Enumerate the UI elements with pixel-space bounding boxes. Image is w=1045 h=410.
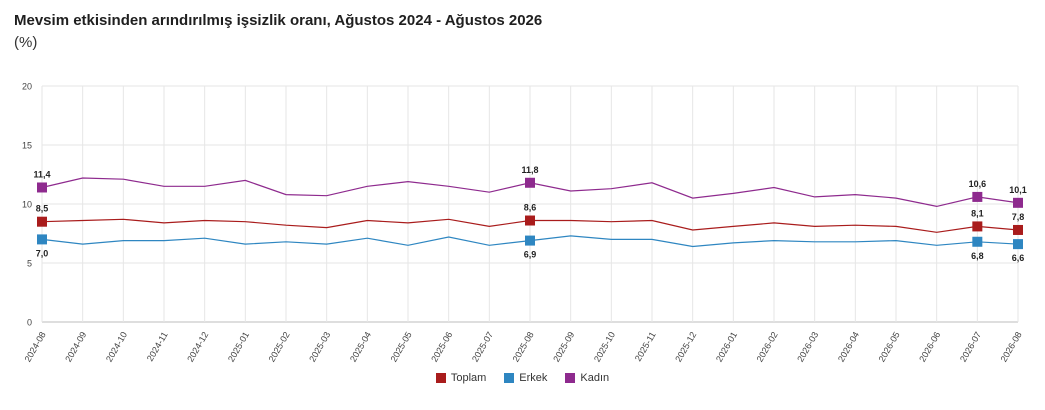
x-tick-label: 2025-04 <box>348 330 373 364</box>
legend-swatch-kadin <box>565 373 576 383</box>
data-label: 11,4 <box>33 169 50 179</box>
x-tick-label: 2026-02 <box>755 330 780 364</box>
data-label: 7,8 <box>1012 212 1025 222</box>
data-point-marker <box>1013 239 1023 250</box>
data-label: 10,1 <box>1009 185 1027 195</box>
data-label: 8,5 <box>36 204 49 214</box>
x-tick-label: 2024-09 <box>63 330 88 364</box>
y-tick-label: 20 <box>22 82 32 92</box>
x-tick-label: 2026-05 <box>877 330 902 364</box>
x-tick-label: 2026-01 <box>714 330 739 364</box>
data-point-marker <box>37 234 47 245</box>
data-label: 8,6 <box>524 203 537 213</box>
legend-item-erkek[interactable]: Erkek <box>504 372 547 384</box>
legend-label-toplam: Toplam <box>450 372 487 384</box>
x-tick-label: 2025-10 <box>592 330 617 364</box>
x-tick-label: 2026-06 <box>917 330 942 364</box>
legend-item-toplam[interactable]: Toplam <box>435 372 487 384</box>
data-point-marker <box>1013 224 1023 235</box>
x-tick-label: 2024-08 <box>23 330 48 364</box>
data-point-marker <box>37 182 47 193</box>
legend-label-erkek: Erkek <box>519 372 548 384</box>
x-tick-label: 2025-07 <box>470 330 495 364</box>
data-point-marker <box>972 191 983 202</box>
x-tick-label: 2025-03 <box>307 330 332 364</box>
data-point-marker <box>972 236 983 247</box>
chart-title: Mevsim etkisinden arındırılmış işsizlik … <box>14 12 543 29</box>
x-tick-label: 2026-03 <box>795 330 820 364</box>
data-label: 10,6 <box>969 179 987 189</box>
legend-swatch-toplam <box>435 373 446 383</box>
x-tick-label: 2025-06 <box>429 330 454 364</box>
data-label: 7,0 <box>36 248 49 258</box>
data-label: 11,8 <box>521 165 538 175</box>
data-point-marker <box>972 221 983 232</box>
x-tick-label: 2025-12 <box>673 330 698 364</box>
data-point-marker <box>525 215 535 226</box>
data-point-marker <box>525 235 535 246</box>
y-tick-label: 5 <box>27 259 32 269</box>
x-tick-label: 2026-04 <box>836 330 861 364</box>
legend-item-kadin[interactable]: Kadın <box>565 372 609 384</box>
data-label: 6,9 <box>524 250 537 260</box>
y-tick-label: 15 <box>22 141 32 151</box>
x-tick-label: 2024-12 <box>185 330 210 364</box>
y-tick-label: 10 <box>22 200 32 210</box>
data-label: 6,6 <box>1012 253 1025 263</box>
x-tick-label: 2025-11 <box>633 330 658 363</box>
data-label: 8,1 <box>971 208 984 218</box>
x-tick-label: 2024-10 <box>104 330 129 364</box>
x-tick-label: 2024-11 <box>145 330 170 363</box>
x-tick-label: 2025-02 <box>267 330 292 364</box>
x-tick-label: 2026-07 <box>958 330 983 364</box>
data-point-marker <box>37 216 47 227</box>
x-tick-label: 2025-05 <box>389 330 414 364</box>
x-tick-label: 2025-01 <box>226 330 251 364</box>
legend: Toplam Erkek Kadın <box>0 372 1045 384</box>
x-tick-label: 2025-08 <box>511 330 536 364</box>
legend-swatch-erkek <box>504 373 515 383</box>
data-point-marker <box>525 177 535 188</box>
data-point-marker <box>1013 197 1023 208</box>
x-tick-label: 2025-09 <box>551 330 576 364</box>
legend-label-kadin: Kadın <box>580 372 610 384</box>
x-tick-label: 2026-08 <box>999 330 1024 364</box>
data-label: 6,8 <box>971 251 984 261</box>
chart-subtitle: (%) <box>14 34 38 51</box>
y-tick-label: 0 <box>27 318 32 328</box>
